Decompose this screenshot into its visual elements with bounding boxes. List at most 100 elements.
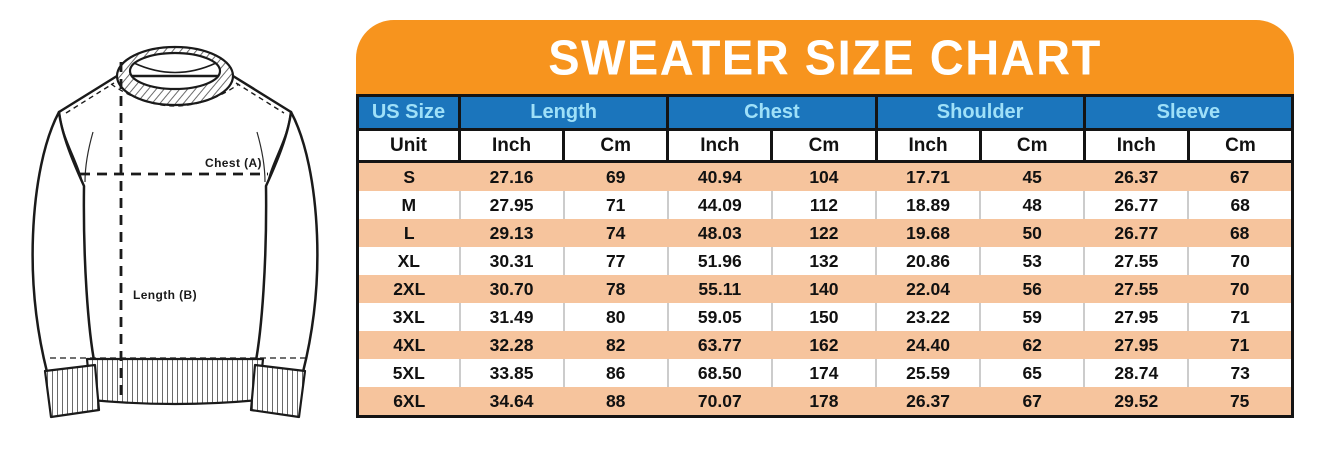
size-row-6xl: 6XL 34.64 88 70.07 178 26.37 67 29.52 75 — [357, 387, 1293, 417]
value-cell: 86 — [563, 359, 669, 387]
value-cell: 17.71 — [876, 161, 981, 191]
size-chart-panel: SWEATER SIZE CHART US Size Length Chest Sho… — [356, 20, 1295, 418]
value-cell: 59.05 — [667, 303, 773, 331]
value-cell: 18.89 — [876, 191, 982, 219]
value-cell: 26.37 — [876, 387, 981, 417]
size-cell: 3XL — [357, 303, 461, 331]
group-header-row: US Size Length Chest Shoulder Sleeve — [356, 94, 1295, 131]
group-header-shoulder: Shoulder — [874, 94, 1086, 131]
value-cell: 27.16 — [459, 161, 564, 191]
unit-header-cell: Cm — [562, 128, 670, 163]
value-cell: 28.74 — [1084, 359, 1190, 387]
value-cell: 77 — [563, 247, 669, 275]
size-row-5xl: 5XL 33.85 86 68.50 174 25.59 65 28.74 73 — [357, 359, 1293, 387]
value-cell: 44.09 — [667, 191, 773, 219]
unit-header-label: Unit — [356, 128, 461, 163]
sweater-sleeves — [31, 110, 319, 374]
value-cell: 48.03 — [667, 219, 772, 247]
value-cell: 68 — [1188, 219, 1293, 247]
value-cell: 67 — [980, 387, 1085, 417]
value-cell: 22.04 — [876, 275, 981, 303]
value-cell: 23.22 — [876, 303, 982, 331]
sweater-collar — [110, 45, 240, 107]
value-cell: 104 — [771, 161, 876, 191]
value-cell: 68 — [1188, 191, 1293, 219]
unit-header-cell: Cm — [978, 128, 1086, 163]
value-cell: 26.37 — [1084, 161, 1189, 191]
value-cell: 70 — [1188, 275, 1293, 303]
unit-header-cell: Cm — [770, 128, 878, 163]
value-cell: 67 — [1188, 161, 1293, 191]
value-cell: 71 — [563, 191, 669, 219]
value-cell: 48 — [980, 191, 1086, 219]
sweater-body — [57, 74, 293, 363]
value-cell: 150 — [771, 303, 878, 331]
value-cell: 78 — [563, 275, 668, 303]
value-cell: 33.85 — [459, 359, 565, 387]
value-cell: 30.70 — [459, 275, 564, 303]
length-label: Length (B) — [133, 288, 197, 302]
size-row-s: S 27.16 69 40.94 104 17.71 45 26.37 67 — [357, 161, 1293, 191]
size-row-xl: XL 30.31 77 51.96 132 20.86 53 27.55 70 — [357, 247, 1293, 275]
value-cell: 53 — [980, 247, 1086, 275]
value-cell: 73 — [1188, 359, 1293, 387]
unit-header-cell: Inch — [874, 128, 982, 163]
value-cell: 82 — [563, 331, 668, 359]
value-cell: 178 — [771, 387, 876, 417]
value-cell: 112 — [771, 191, 878, 219]
group-header-chest: Chest — [666, 94, 878, 131]
value-cell: 62 — [980, 331, 1085, 359]
value-cell: 27.95 — [1084, 331, 1189, 359]
unit-header-row: Unit Inch Cm Inch Cm Inch Cm Inch Cm — [356, 128, 1295, 163]
sweater-hem-band — [85, 357, 265, 406]
size-row-4xl: 4XL 32.28 82 63.77 162 24.40 62 27.95 71 — [357, 331, 1293, 359]
value-cell: 88 — [563, 387, 668, 417]
size-cell: S — [357, 161, 460, 191]
value-cell: 29.52 — [1084, 387, 1189, 417]
value-cell: 80 — [563, 303, 669, 331]
size-cell: 5XL — [357, 359, 461, 387]
sweater-illustration: Chest (A) Length (B) — [31, 45, 319, 419]
size-cell: 6XL — [357, 387, 460, 417]
sweater-diagram: Chest (A) Length (B) — [0, 0, 360, 465]
value-cell: 74 — [563, 219, 668, 247]
value-cell: 59 — [980, 303, 1086, 331]
size-table-body: S 27.16 69 40.94 104 17.71 45 26.37 67 M 27.95 71 44… — [357, 161, 1293, 417]
size-row-l: L 29.13 74 48.03 122 19.68 50 26.77 68 — [357, 219, 1293, 247]
value-cell: 56 — [980, 275, 1085, 303]
value-cell: 122 — [771, 219, 876, 247]
size-table-head: US Size Length Chest Shoulder Sleeve Unit Inc… — [356, 94, 1295, 163]
size-cell: XL — [357, 247, 461, 275]
value-cell: 50 — [980, 219, 1085, 247]
size-table: US Size Length Chest Shoulder Sleeve Unit Inc… — [356, 94, 1295, 418]
value-cell: 29.13 — [459, 219, 564, 247]
value-cell: 51.96 — [667, 247, 773, 275]
value-cell: 27.95 — [1084, 303, 1190, 331]
value-cell: 71 — [1188, 331, 1293, 359]
value-cell: 71 — [1188, 303, 1293, 331]
size-cell: M — [357, 191, 461, 219]
value-cell: 31.49 — [459, 303, 565, 331]
value-cell: 19.68 — [876, 219, 981, 247]
value-cell: 32.28 — [459, 331, 564, 359]
value-cell: 162 — [771, 331, 876, 359]
size-cell: 4XL — [357, 331, 460, 359]
group-header-sleeve: Sleeve — [1082, 94, 1295, 131]
value-cell: 75 — [1188, 387, 1293, 417]
size-cell: 2XL — [357, 275, 460, 303]
value-cell: 70.07 — [667, 387, 772, 417]
chest-label: Chest (A) — [205, 156, 262, 170]
sweater-cuffs — [43, 363, 307, 419]
size-row-3xl: 3XL 31.49 80 59.05 150 23.22 59 27.95 71 — [357, 303, 1293, 331]
value-cell: 45 — [980, 161, 1085, 191]
value-cell: 25.59 — [876, 359, 982, 387]
value-cell: 27.95 — [459, 191, 565, 219]
value-cell: 27.55 — [1084, 275, 1189, 303]
value-cell: 26.77 — [1084, 191, 1190, 219]
unit-header-cell: Cm — [1186, 128, 1295, 163]
value-cell: 20.86 — [876, 247, 982, 275]
size-cell: L — [357, 219, 460, 247]
group-header-us-size: US Size — [356, 94, 461, 131]
value-cell: 69 — [563, 161, 668, 191]
value-cell: 68.50 — [667, 359, 773, 387]
